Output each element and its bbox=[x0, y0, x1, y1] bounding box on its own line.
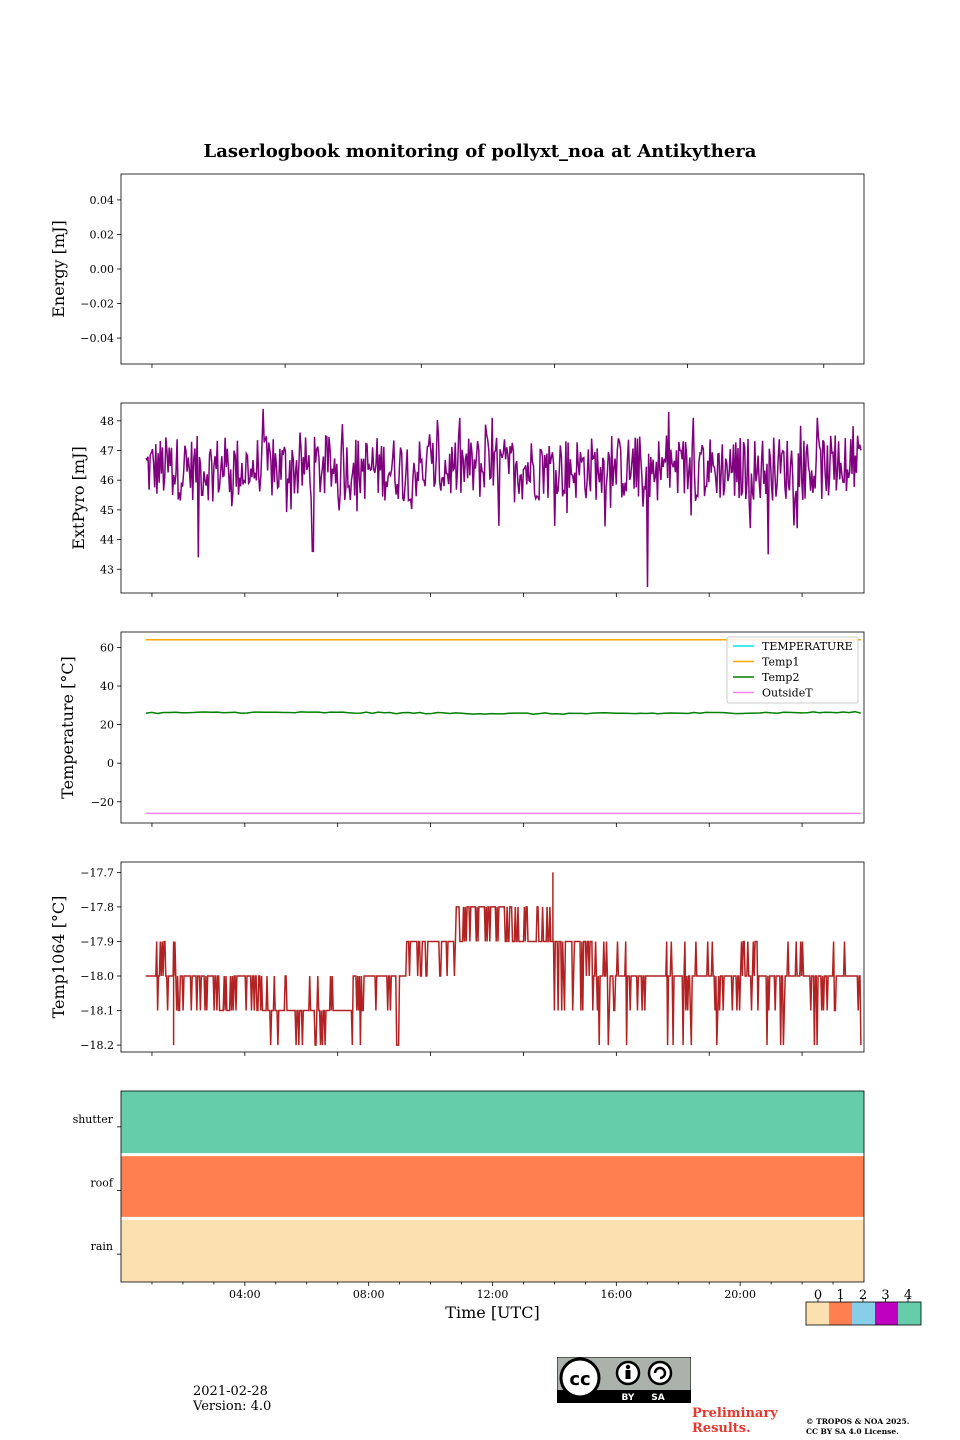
y-tick-label: −17.9 bbox=[80, 935, 114, 948]
legend-label: Temp2 bbox=[762, 671, 799, 684]
axes-frame bbox=[120, 631, 865, 824]
y-axis-label: Temp1064 [°C] bbox=[49, 896, 68, 1019]
colorbar-cell bbox=[829, 1302, 852, 1325]
y-axis-label: Temperature [°C] bbox=[58, 656, 77, 799]
y-tick-label: 60 bbox=[100, 641, 114, 654]
status-row-rain bbox=[121, 1218, 864, 1282]
y-tick-label: −18.2 bbox=[80, 1039, 114, 1052]
y-tick-label: 0.04 bbox=[90, 194, 115, 207]
date-label: 2021-02-28 bbox=[193, 1384, 268, 1399]
y-tick-label: 47 bbox=[100, 445, 114, 458]
x-tick-label: 16:00 bbox=[600, 1288, 632, 1301]
x-tick-label: 20:00 bbox=[724, 1288, 756, 1301]
colorbar-tick-label: 4 bbox=[904, 1288, 912, 1303]
status-row-label: shutter bbox=[73, 1113, 114, 1126]
status-row-roof bbox=[121, 1154, 864, 1219]
x-tick-label: 04:00 bbox=[229, 1288, 261, 1301]
cc-by-sa-icon: cc BY SA bbox=[557, 1357, 691, 1403]
axes-frame bbox=[120, 402, 865, 594]
colorbar-cell bbox=[875, 1302, 898, 1325]
y-tick-label: −17.7 bbox=[80, 866, 114, 879]
y-tick-label: −0.02 bbox=[80, 298, 114, 311]
y-tick-label: −17.8 bbox=[80, 901, 114, 914]
y-tick-label: −20 bbox=[91, 796, 114, 809]
y-tick-label: 0.00 bbox=[90, 263, 115, 276]
preliminary-line-1: Preliminary bbox=[692, 1406, 778, 1421]
y-tick-label: 45 bbox=[100, 504, 114, 517]
y-axis-label: Energy [mJ] bbox=[49, 220, 68, 318]
copyright-line-1: © TROPOS & NOA 2025. bbox=[806, 1417, 910, 1426]
y-tick-label: 44 bbox=[100, 534, 114, 547]
status-row-label: roof bbox=[90, 1177, 114, 1190]
copyright-line-2: CC BY SA 4.0 License. bbox=[806, 1427, 899, 1436]
y-tick-label: 40 bbox=[100, 680, 114, 693]
y-tick-label: 43 bbox=[100, 563, 114, 576]
badge-label-sa: SA bbox=[651, 1393, 664, 1403]
svg-text:cc: cc bbox=[569, 1369, 590, 1390]
y-tick-label: 48 bbox=[100, 415, 114, 428]
y-tick-label: 0 bbox=[107, 757, 114, 770]
series-line-extpyro bbox=[145, 408, 862, 588]
preliminary-line-2: Results. bbox=[692, 1421, 751, 1436]
series-line-temp2 bbox=[145, 710, 862, 716]
y-tick-label: −18.1 bbox=[80, 1005, 114, 1018]
series-line-temp1064 bbox=[145, 872, 862, 1046]
y-tick-label: 46 bbox=[100, 474, 114, 487]
colorbar-tick-label: 3 bbox=[881, 1288, 889, 1303]
colorbar-frame bbox=[805, 1301, 922, 1326]
colorbar-cell bbox=[806, 1302, 829, 1325]
colorbar-tick-label: 2 bbox=[859, 1288, 867, 1303]
preliminary-notice: Preliminary Results. bbox=[692, 1406, 778, 1436]
version-label: Version: 4.0 bbox=[193, 1399, 272, 1414]
status-row-label: rain bbox=[91, 1240, 113, 1253]
axes-frame bbox=[120, 173, 865, 365]
badge-label-by: BY bbox=[622, 1393, 635, 1403]
colorbar-tick-label: 0 bbox=[814, 1288, 822, 1303]
legend-label: TEMPERATURE bbox=[762, 640, 853, 653]
x-tick-label: 08:00 bbox=[353, 1288, 385, 1301]
axes-frame bbox=[120, 861, 865, 1053]
y-tick-label: −0.04 bbox=[80, 332, 114, 345]
y-tick-label: 20 bbox=[100, 719, 114, 732]
colorbar-cell bbox=[852, 1302, 875, 1325]
copyright-notice: © TROPOS & NOA 2025. CC BY SA 4.0 Licens… bbox=[806, 1417, 909, 1437]
colorbar-cell bbox=[898, 1302, 921, 1325]
legend-box bbox=[726, 636, 859, 704]
x-axis-label: Time [UTC] bbox=[445, 1303, 539, 1322]
status-row-shutter bbox=[121, 1091, 864, 1155]
legend-label: Temp1 bbox=[762, 656, 799, 669]
y-axis-label: ExtPyro [mJ] bbox=[69, 446, 88, 549]
colorbar-tick-label: 1 bbox=[836, 1288, 844, 1303]
y-tick-label: −18.0 bbox=[80, 970, 114, 983]
legend-label: OutsideT bbox=[762, 687, 813, 700]
y-tick-label: 0.02 bbox=[90, 228, 115, 241]
axes-frame bbox=[120, 1090, 865, 1283]
x-tick-label: 12:00 bbox=[477, 1288, 509, 1301]
chart-title: Laserlogbook monitoring of pollyxt_noa a… bbox=[203, 141, 757, 162]
